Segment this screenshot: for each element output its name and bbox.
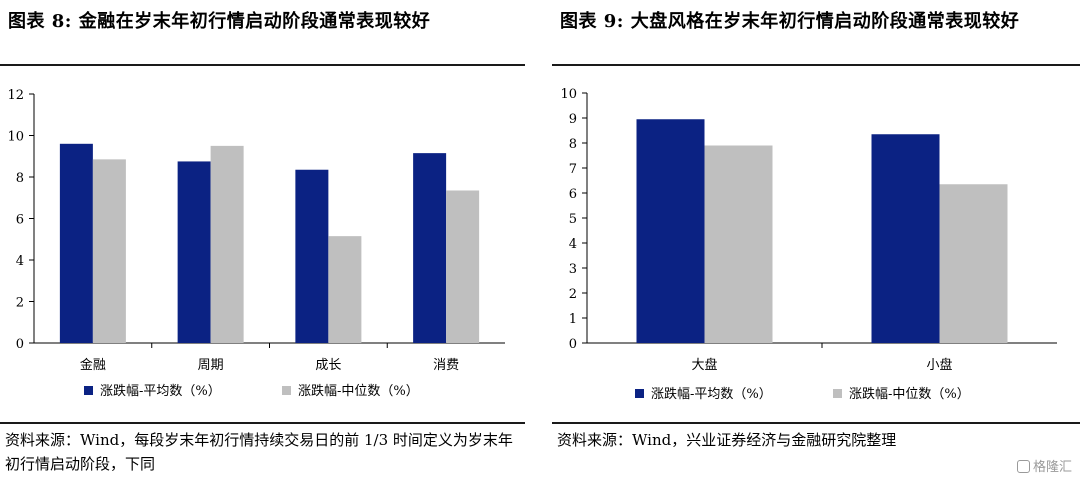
y-tick-label: 6 (569, 187, 577, 202)
right-title-rule (552, 64, 1080, 66)
legend-swatch-median (833, 389, 842, 398)
x-tick-label: 成长 (315, 358, 341, 373)
y-tick-label: 8 (16, 171, 24, 186)
y-tick-label: 8 (569, 137, 577, 152)
x-tick-label: 周期 (198, 358, 224, 373)
bar-mean (871, 134, 940, 343)
y-tick-label: 2 (16, 296, 24, 311)
watermark-text: 格隆汇 (1032, 460, 1072, 475)
y-tick-label: 6 (16, 213, 24, 228)
legend-label: 涨跌幅-中位数（%） (298, 383, 419, 399)
legend-swatch-mean (635, 389, 644, 398)
watermark: 格隆汇 (1016, 456, 1072, 475)
right-source-rule (552, 422, 1080, 424)
bar-mean (413, 153, 447, 343)
right-chart-title: 图表 9: 大盘风格在岁末年初行情启动阶段通常表现较好 (560, 11, 1020, 32)
y-tick-label: 0 (16, 337, 24, 352)
bar-median (704, 145, 773, 343)
bar-mean (295, 169, 329, 343)
y-tick-label: 3 (569, 262, 577, 277)
bar-median (446, 190, 480, 343)
y-tick-label: 4 (16, 254, 24, 269)
left-title-rule (0, 64, 525, 66)
y-tick-label: 12 (7, 88, 24, 103)
x-tick-label: 金融 (80, 357, 106, 373)
y-tick-label: 7 (569, 162, 577, 177)
y-tick-label: 9 (569, 112, 577, 127)
bar-mean (636, 119, 705, 343)
legend-label: 涨跌幅-中位数（%） (849, 386, 970, 402)
y-tick-label: 5 (569, 212, 577, 227)
left-source-rule (0, 422, 525, 424)
y-tick-label: 10 (7, 130, 24, 145)
bar-mean (177, 161, 211, 343)
bar-median (210, 145, 244, 343)
right-source-note: 资料来源：Wind，兴业证券经济与金融研究院整理 (557, 431, 897, 449)
x-tick-label: 小盘 (926, 357, 952, 373)
watermark-logo-icon (1016, 460, 1030, 473)
bar-median (328, 236, 362, 343)
x-tick-label: 消费 (433, 358, 459, 373)
bar-median (939, 184, 1008, 343)
bar-median (92, 159, 126, 343)
bar-mean (59, 143, 93, 343)
left-chart-title: 图表 8: 金融在岁末年初行情启动阶段通常表现较好 (8, 11, 431, 32)
legend-swatch-mean (84, 386, 93, 395)
legend-swatch-median (282, 386, 291, 395)
left-source-note: 资料来源：Wind，每段岁末年初行情持续交易日的前 1/3 时间定义为岁末年初行… (5, 431, 513, 473)
legend-label: 涨跌幅-平均数（%） (100, 383, 221, 399)
y-tick-label: 2 (569, 287, 577, 302)
x-tick-label: 大盘 (691, 357, 717, 373)
y-tick-label: 1 (569, 312, 577, 327)
legend-label: 涨跌幅-平均数（%） (651, 386, 772, 402)
y-tick-label: 4 (569, 237, 577, 252)
y-tick-label: 10 (560, 87, 577, 102)
y-tick-label: 0 (569, 337, 577, 352)
